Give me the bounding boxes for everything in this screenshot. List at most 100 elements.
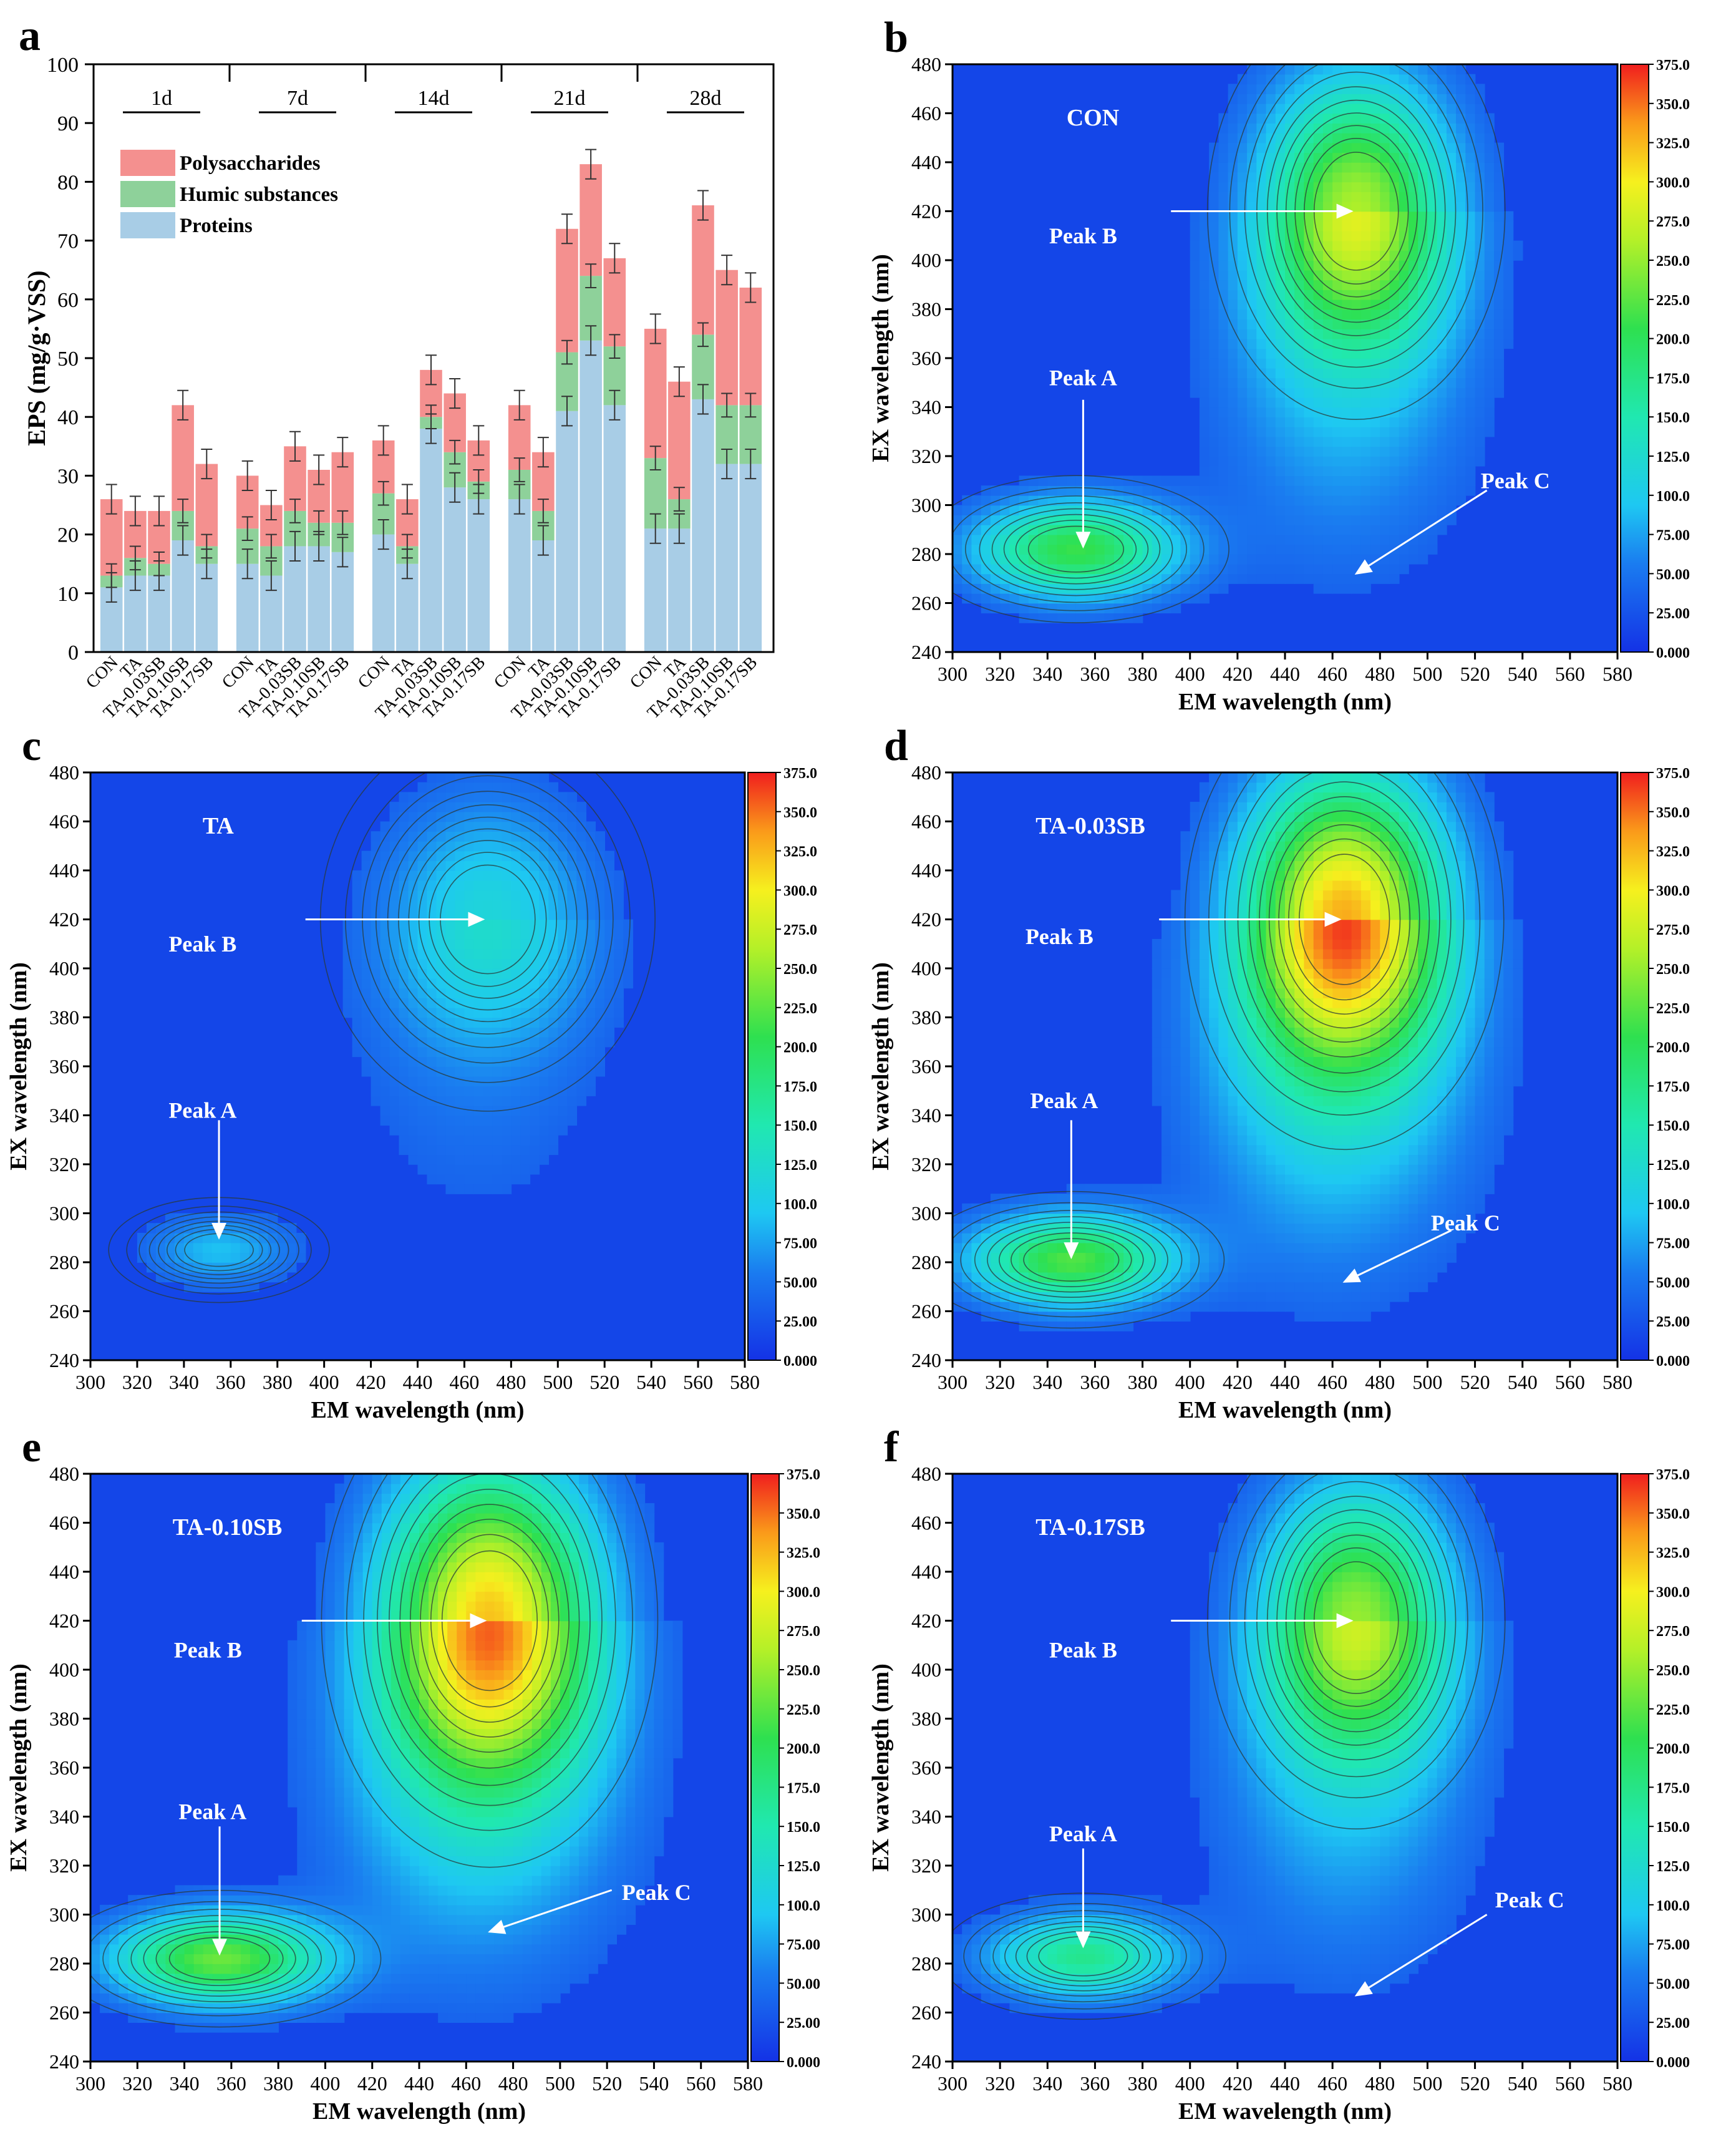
heat-cell [1294, 1184, 1305, 1194]
heat-cell [1399, 505, 1409, 515]
heat-cell [1218, 1174, 1229, 1185]
heat-cell [1484, 338, 1495, 349]
heat-cell [1057, 524, 1067, 535]
heat-cell [1332, 182, 1343, 192]
heat-cell [492, 1164, 503, 1175]
heat-cell [1237, 368, 1248, 379]
heat-cell [530, 1007, 540, 1018]
heat-cell [1389, 113, 1400, 124]
heat-cell [1152, 475, 1162, 486]
heat-cell [371, 1017, 381, 1028]
heat-cell [342, 929, 353, 940]
heat-cell [1322, 280, 1333, 290]
x-tick-label: 340 [169, 1371, 199, 1393]
heat-cell [1152, 998, 1162, 1008]
heat-cell [1256, 998, 1267, 1008]
heat-cell [1342, 230, 1352, 241]
heat-cell [539, 1036, 550, 1048]
heat-cell [1256, 1096, 1267, 1106]
heat-cell [1161, 475, 1172, 486]
heat-cell [1313, 299, 1324, 310]
heat-cell [464, 1046, 475, 1058]
heat-cell [1038, 1252, 1049, 1263]
heat-cell [1075, 534, 1086, 545]
heat-cell [1133, 1301, 1143, 1312]
heat-cell [1484, 142, 1495, 153]
heat-cell [1465, 348, 1476, 359]
heat-cell [1085, 1194, 1096, 1204]
heat-cell [455, 1184, 465, 1194]
heat-cell [492, 811, 503, 822]
heat-cell [380, 1076, 390, 1087]
heat-cell [1313, 583, 1324, 594]
heat-cell [1085, 593, 1096, 604]
heat-cell [1266, 1223, 1276, 1234]
heat-cell [1161, 1194, 1172, 1204]
heat-cell [548, 1125, 559, 1136]
heat-cell [1190, 978, 1200, 989]
heat-cell [576, 978, 587, 989]
heat-cell [380, 821, 390, 832]
heat-cell [1275, 929, 1286, 940]
heat-cell [1218, 1027, 1229, 1038]
heat-cell [586, 821, 596, 832]
heat-cell [1313, 368, 1324, 379]
heat-cell [1408, 397, 1418, 408]
heat-cell [1370, 260, 1381, 271]
heat-cell [483, 929, 493, 940]
heat-cell [473, 1096, 484, 1106]
heat-cell [604, 919, 614, 930]
heat-cell [389, 1076, 400, 1087]
heat-cell [511, 802, 521, 812]
x-tick-label: 400 [309, 1371, 339, 1393]
heat-cell [1389, 84, 1400, 94]
heat-cell [473, 1007, 484, 1018]
heat-cell [1085, 1321, 1096, 1332]
heat-cell [1294, 358, 1305, 369]
heat-cell [1399, 123, 1409, 134]
heat-cell [1247, 358, 1258, 369]
heat-cell [1342, 328, 1352, 339]
heat-cell [1494, 299, 1505, 310]
heat-cell [1209, 221, 1220, 231]
heat-cell [1237, 387, 1248, 398]
heat-cell [1484, 397, 1495, 408]
heat-cell [1322, 299, 1333, 310]
heat-cell [1199, 515, 1210, 525]
heat-cell [1418, 407, 1428, 417]
heat-cell [1209, 1282, 1220, 1292]
heat-cell [1304, 900, 1314, 910]
heat-cell [193, 1262, 203, 1273]
heat-cell [1152, 1066, 1162, 1077]
heat-cell [1351, 162, 1362, 173]
heat-cell [1171, 978, 1181, 989]
bar-polysaccharides [715, 270, 738, 406]
heat-cell [1171, 909, 1181, 920]
heat-cell [1047, 1252, 1058, 1263]
heat-cell [1237, 182, 1248, 192]
heat-cell [1285, 811, 1296, 822]
heat-cell [1095, 1194, 1105, 1204]
heat-cell [1218, 850, 1229, 862]
heat-cell [1180, 1184, 1191, 1194]
heat-cell [1237, 84, 1248, 94]
heat-cell [155, 1232, 166, 1244]
bar-proteins [715, 464, 738, 652]
heat-cell [1180, 1292, 1191, 1302]
heat-cell [1294, 142, 1305, 153]
heat-cell [1266, 929, 1276, 940]
heat-cell [1285, 544, 1296, 555]
heat-cell [1199, 387, 1210, 398]
heat-cell [1199, 870, 1210, 881]
heat-cell [1266, 1144, 1276, 1156]
heat-cell [1256, 1105, 1267, 1116]
heat-cell [1503, 338, 1514, 349]
heat-cell [1380, 152, 1390, 163]
heat-cell [240, 1252, 250, 1263]
heat-cell [520, 978, 531, 989]
heat-cell [1085, 563, 1096, 575]
heat-cell [202, 1242, 213, 1254]
heat-cell [1209, 1213, 1220, 1224]
heat-cell [1247, 1105, 1258, 1116]
heat-cell [473, 1027, 484, 1038]
